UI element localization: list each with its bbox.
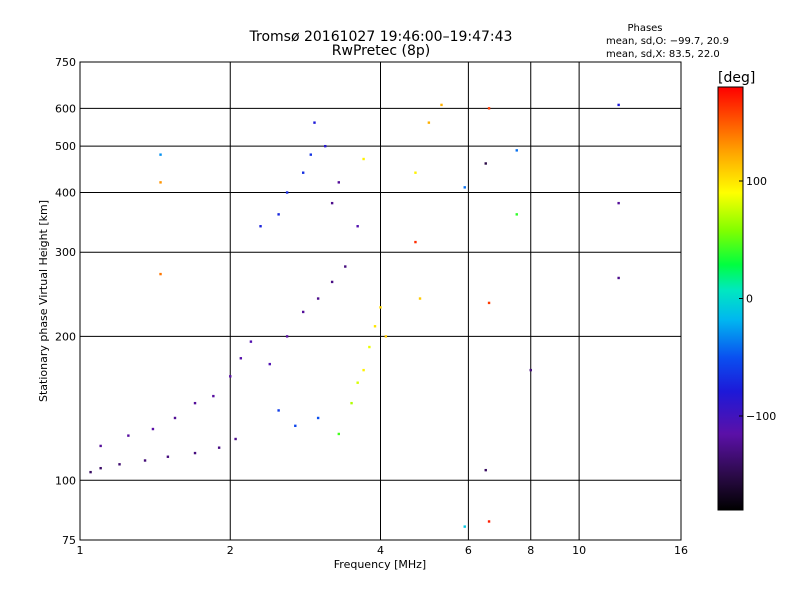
x-tick-label: 1 [77, 544, 84, 557]
data-point [344, 265, 347, 268]
y-tick-label: 300 [55, 246, 76, 259]
x-axis-label: Frequency [MHz] [334, 558, 426, 571]
data-point [362, 368, 365, 372]
data-point [350, 401, 353, 405]
data-point [617, 103, 620, 107]
data-point [193, 451, 197, 455]
data-point [166, 455, 170, 458]
y-axis-label: Stationary phase Virtual Height [km] [37, 200, 50, 402]
data-point [463, 525, 466, 528]
data-point [309, 153, 312, 156]
data-point [173, 416, 177, 420]
chart-title: Tromsø 20161027 19:46:00–19:47:43 [249, 29, 513, 45]
y-tick-label: 750 [55, 56, 76, 69]
colorbar-tick-label: −100 [746, 410, 776, 423]
data-points [89, 103, 620, 528]
data-point [379, 306, 382, 309]
data-point [217, 446, 221, 449]
x-tick-label: 4 [377, 544, 384, 557]
data-point [294, 424, 297, 428]
x-tick-label: 8 [527, 544, 534, 557]
data-point [277, 213, 280, 216]
data-point [384, 335, 388, 338]
stats-x-line: mean, sd,X: 83.5, 22.0 [606, 49, 720, 60]
data-point [337, 432, 341, 436]
y-tick-label: 200 [55, 330, 76, 343]
y-tick-label: 75 [62, 534, 76, 547]
colorbar-unit-label: [deg] [718, 70, 755, 86]
data-point [414, 240, 417, 244]
data-point [330, 201, 334, 205]
data-point [463, 186, 466, 189]
chart-subtitle: RwPretec (8p) [332, 43, 430, 59]
data-point [316, 297, 320, 300]
data-point [617, 201, 620, 205]
data-point [99, 444, 102, 448]
data-point [356, 225, 359, 228]
data-point [487, 107, 491, 110]
data-point [193, 401, 197, 405]
data-point [229, 375, 232, 378]
data-point [487, 520, 491, 523]
data-point [234, 437, 237, 441]
data-point [337, 181, 341, 184]
data-point [249, 340, 253, 343]
data-point [159, 272, 162, 276]
y-tick-label: 500 [55, 140, 76, 153]
data-point [285, 335, 289, 338]
data-point [118, 463, 121, 466]
data-point [440, 103, 443, 107]
y-tick-label: 400 [55, 186, 76, 199]
data-point [285, 191, 289, 194]
data-point [418, 297, 422, 300]
data-point [301, 310, 305, 314]
data-point [515, 213, 518, 216]
plot-frame [79, 61, 682, 541]
data-point [268, 362, 271, 366]
data-point [617, 276, 620, 280]
data-point [368, 345, 371, 349]
data-point [143, 459, 147, 462]
colorbar-tick-label: 0 [746, 293, 753, 306]
data-point [356, 381, 359, 384]
colorbar-tick-label: 100 [746, 175, 767, 188]
data-point [529, 368, 532, 372]
data-point [212, 394, 215, 398]
data-point [127, 434, 130, 437]
data-point [414, 171, 417, 174]
data-point [487, 301, 491, 305]
x-axis-ticks: 1 2 4 6 8 10 16 [77, 544, 689, 557]
data-point [301, 171, 305, 174]
data-point [151, 427, 155, 431]
stats-title: Phases [627, 23, 662, 34]
data-point [159, 153, 162, 156]
data-point [239, 357, 243, 360]
colorbar-ticks: 100 0 −100 [739, 175, 776, 423]
x-tick-label: 6 [465, 544, 472, 557]
data-point [362, 157, 365, 161]
data-point [316, 416, 320, 420]
data-point [159, 181, 162, 184]
y-axis-ticks: 75 100 200 300 400 500 600 750 [55, 56, 76, 547]
data-point [373, 325, 377, 328]
data-point [277, 409, 280, 412]
data-point [330, 280, 334, 284]
data-point [99, 466, 102, 470]
data-point [484, 162, 487, 165]
x-tick-label: 2 [227, 544, 234, 557]
data-point [484, 468, 487, 472]
data-point [89, 470, 92, 474]
data-point [313, 121, 316, 124]
stats-o-line: mean, sd,O: −99.7, 20.9 [606, 36, 729, 47]
data-point [324, 144, 327, 148]
data-point [259, 225, 262, 228]
data-point [427, 121, 431, 124]
x-tick-label: 10 [572, 544, 586, 557]
y-tick-label: 100 [55, 474, 76, 487]
x-tick-label: 16 [674, 544, 688, 557]
data-point [515, 149, 518, 152]
y-tick-label: 600 [55, 102, 76, 115]
grid-lines [80, 62, 681, 540]
